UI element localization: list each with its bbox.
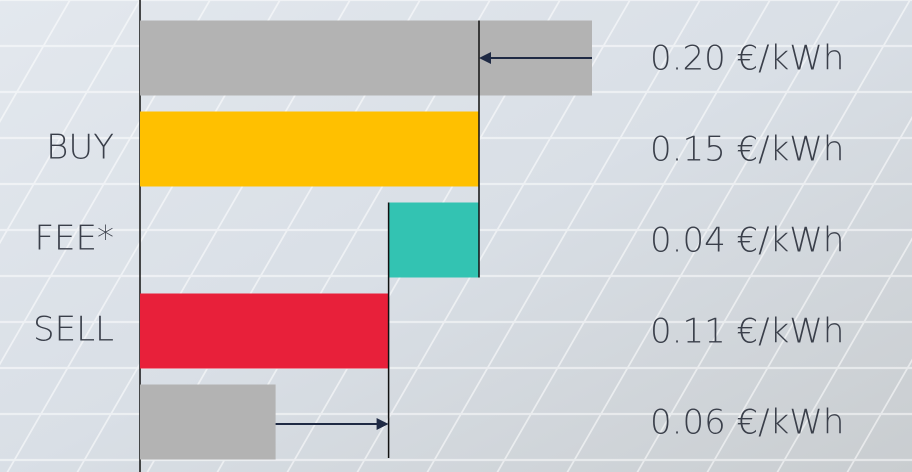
category-label: FEE* (34, 219, 114, 259)
bar (388, 202, 479, 278)
value-label: 0.20 €/kWh (650, 39, 844, 79)
arrow-head (376, 418, 389, 430)
value-label: 0.15 €/kWh (650, 130, 844, 170)
bar (140, 384, 276, 460)
category-label: SELL (33, 310, 114, 350)
bar (140, 111, 479, 187)
arrow-head (479, 52, 491, 64)
value-label: 0.06 €/kWh (650, 403, 844, 443)
value-label: 0.04 €/kWh (650, 221, 844, 261)
category-label: BUY (46, 128, 114, 168)
bar (140, 293, 389, 369)
value-label: 0.11 €/kWh (650, 312, 844, 352)
